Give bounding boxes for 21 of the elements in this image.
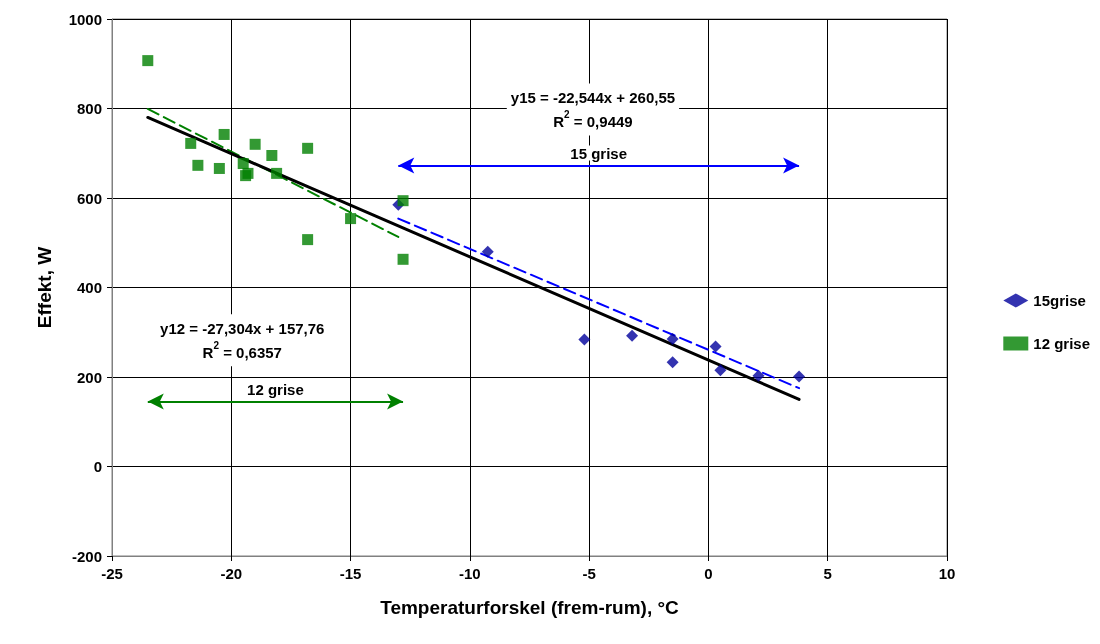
y-tick-label: 800 — [76, 100, 102, 117]
y-tick-label: 1000 — [68, 10, 102, 28]
x-tick-label: -20 — [220, 565, 243, 582]
x-tick-label: 5 — [823, 565, 832, 582]
legend-label: 12 grise — [1033, 335, 1091, 352]
annotation: 12 grise — [247, 380, 304, 398]
x-tick-label: -10 — [459, 565, 481, 582]
y-tick-label: 0 — [93, 458, 102, 475]
annotation: 15 grise — [570, 144, 628, 162]
x-tick-label: -5 — [582, 565, 596, 582]
y-axis-title: Effekt, W — [34, 246, 55, 329]
y-tick-label: 600 — [76, 189, 102, 207]
x-tick-label: -15 — [339, 565, 362, 582]
x-tick-label: -25 — [101, 565, 123, 582]
x-tick-label: 10 — [938, 565, 956, 582]
y-tick-label: 200 — [76, 368, 102, 386]
legend-label: 15grise — [1033, 292, 1086, 309]
y-tick-label: -200 — [71, 547, 102, 565]
x-tick-label: 0 — [704, 565, 713, 582]
y-tick-label: 400 — [76, 279, 102, 296]
x-axis-title: Temperaturforskel (frem-rum), °C — [380, 597, 680, 618]
